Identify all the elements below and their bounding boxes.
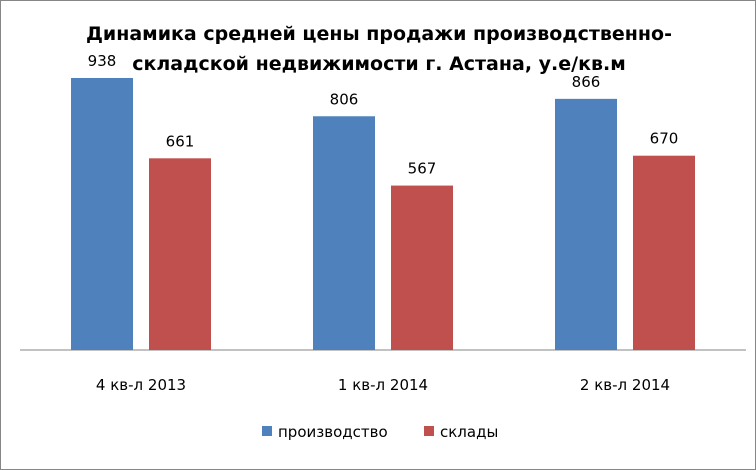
data-label-warehouses-2: 670 <box>650 130 679 148</box>
data-label-production-2: 866 <box>572 73 601 91</box>
data-label-warehouses-0: 661 <box>166 132 195 150</box>
bar-production-1 <box>313 116 375 350</box>
bar-warehouses-0 <box>149 158 211 350</box>
bar-production-0 <box>71 77 133 350</box>
data-label-production-1: 806 <box>330 90 359 108</box>
chart-title: Динамика средней цены продажи производст… <box>1 19 756 79</box>
bar-warehouses-2 <box>633 155 695 350</box>
bar-production-2 <box>555 98 617 350</box>
chart-title-line-1: Динамика средней цены продажи производст… <box>85 23 672 45</box>
category-label-1: 1 кв-л 2014 <box>338 376 428 394</box>
category-label-0: 4 кв-л 2013 <box>96 376 186 394</box>
legend-swatch-production <box>262 426 272 436</box>
bar-warehouses-1 <box>391 185 453 350</box>
legend-swatch-warehouses <box>424 426 434 436</box>
data-label-production-0: 938 <box>88 52 117 70</box>
category-label-2: 2 кв-л 2014 <box>580 376 670 394</box>
data-label-warehouses-1: 567 <box>408 160 437 178</box>
legend-label-warehouses: склады <box>440 423 498 441</box>
legend-label-production: производство <box>278 423 388 441</box>
chart-title-line-2: складской недвижимости г. Астана, у.е/кв… <box>132 53 626 75</box>
